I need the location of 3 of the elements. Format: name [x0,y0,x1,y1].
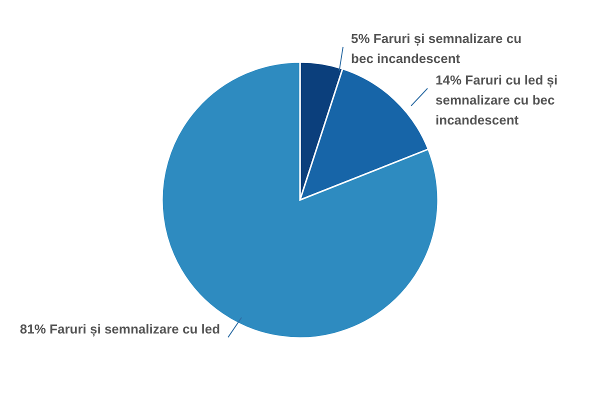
slice-label: 5% Faruri și semnalizare cu bec incandescent [351,30,522,66]
slice-label: 81% Faruri și semnalizare cu led [20,321,220,338]
slice-label: 14% Faruri cu led și semnalizare cu bec incandescent [436,72,558,128]
